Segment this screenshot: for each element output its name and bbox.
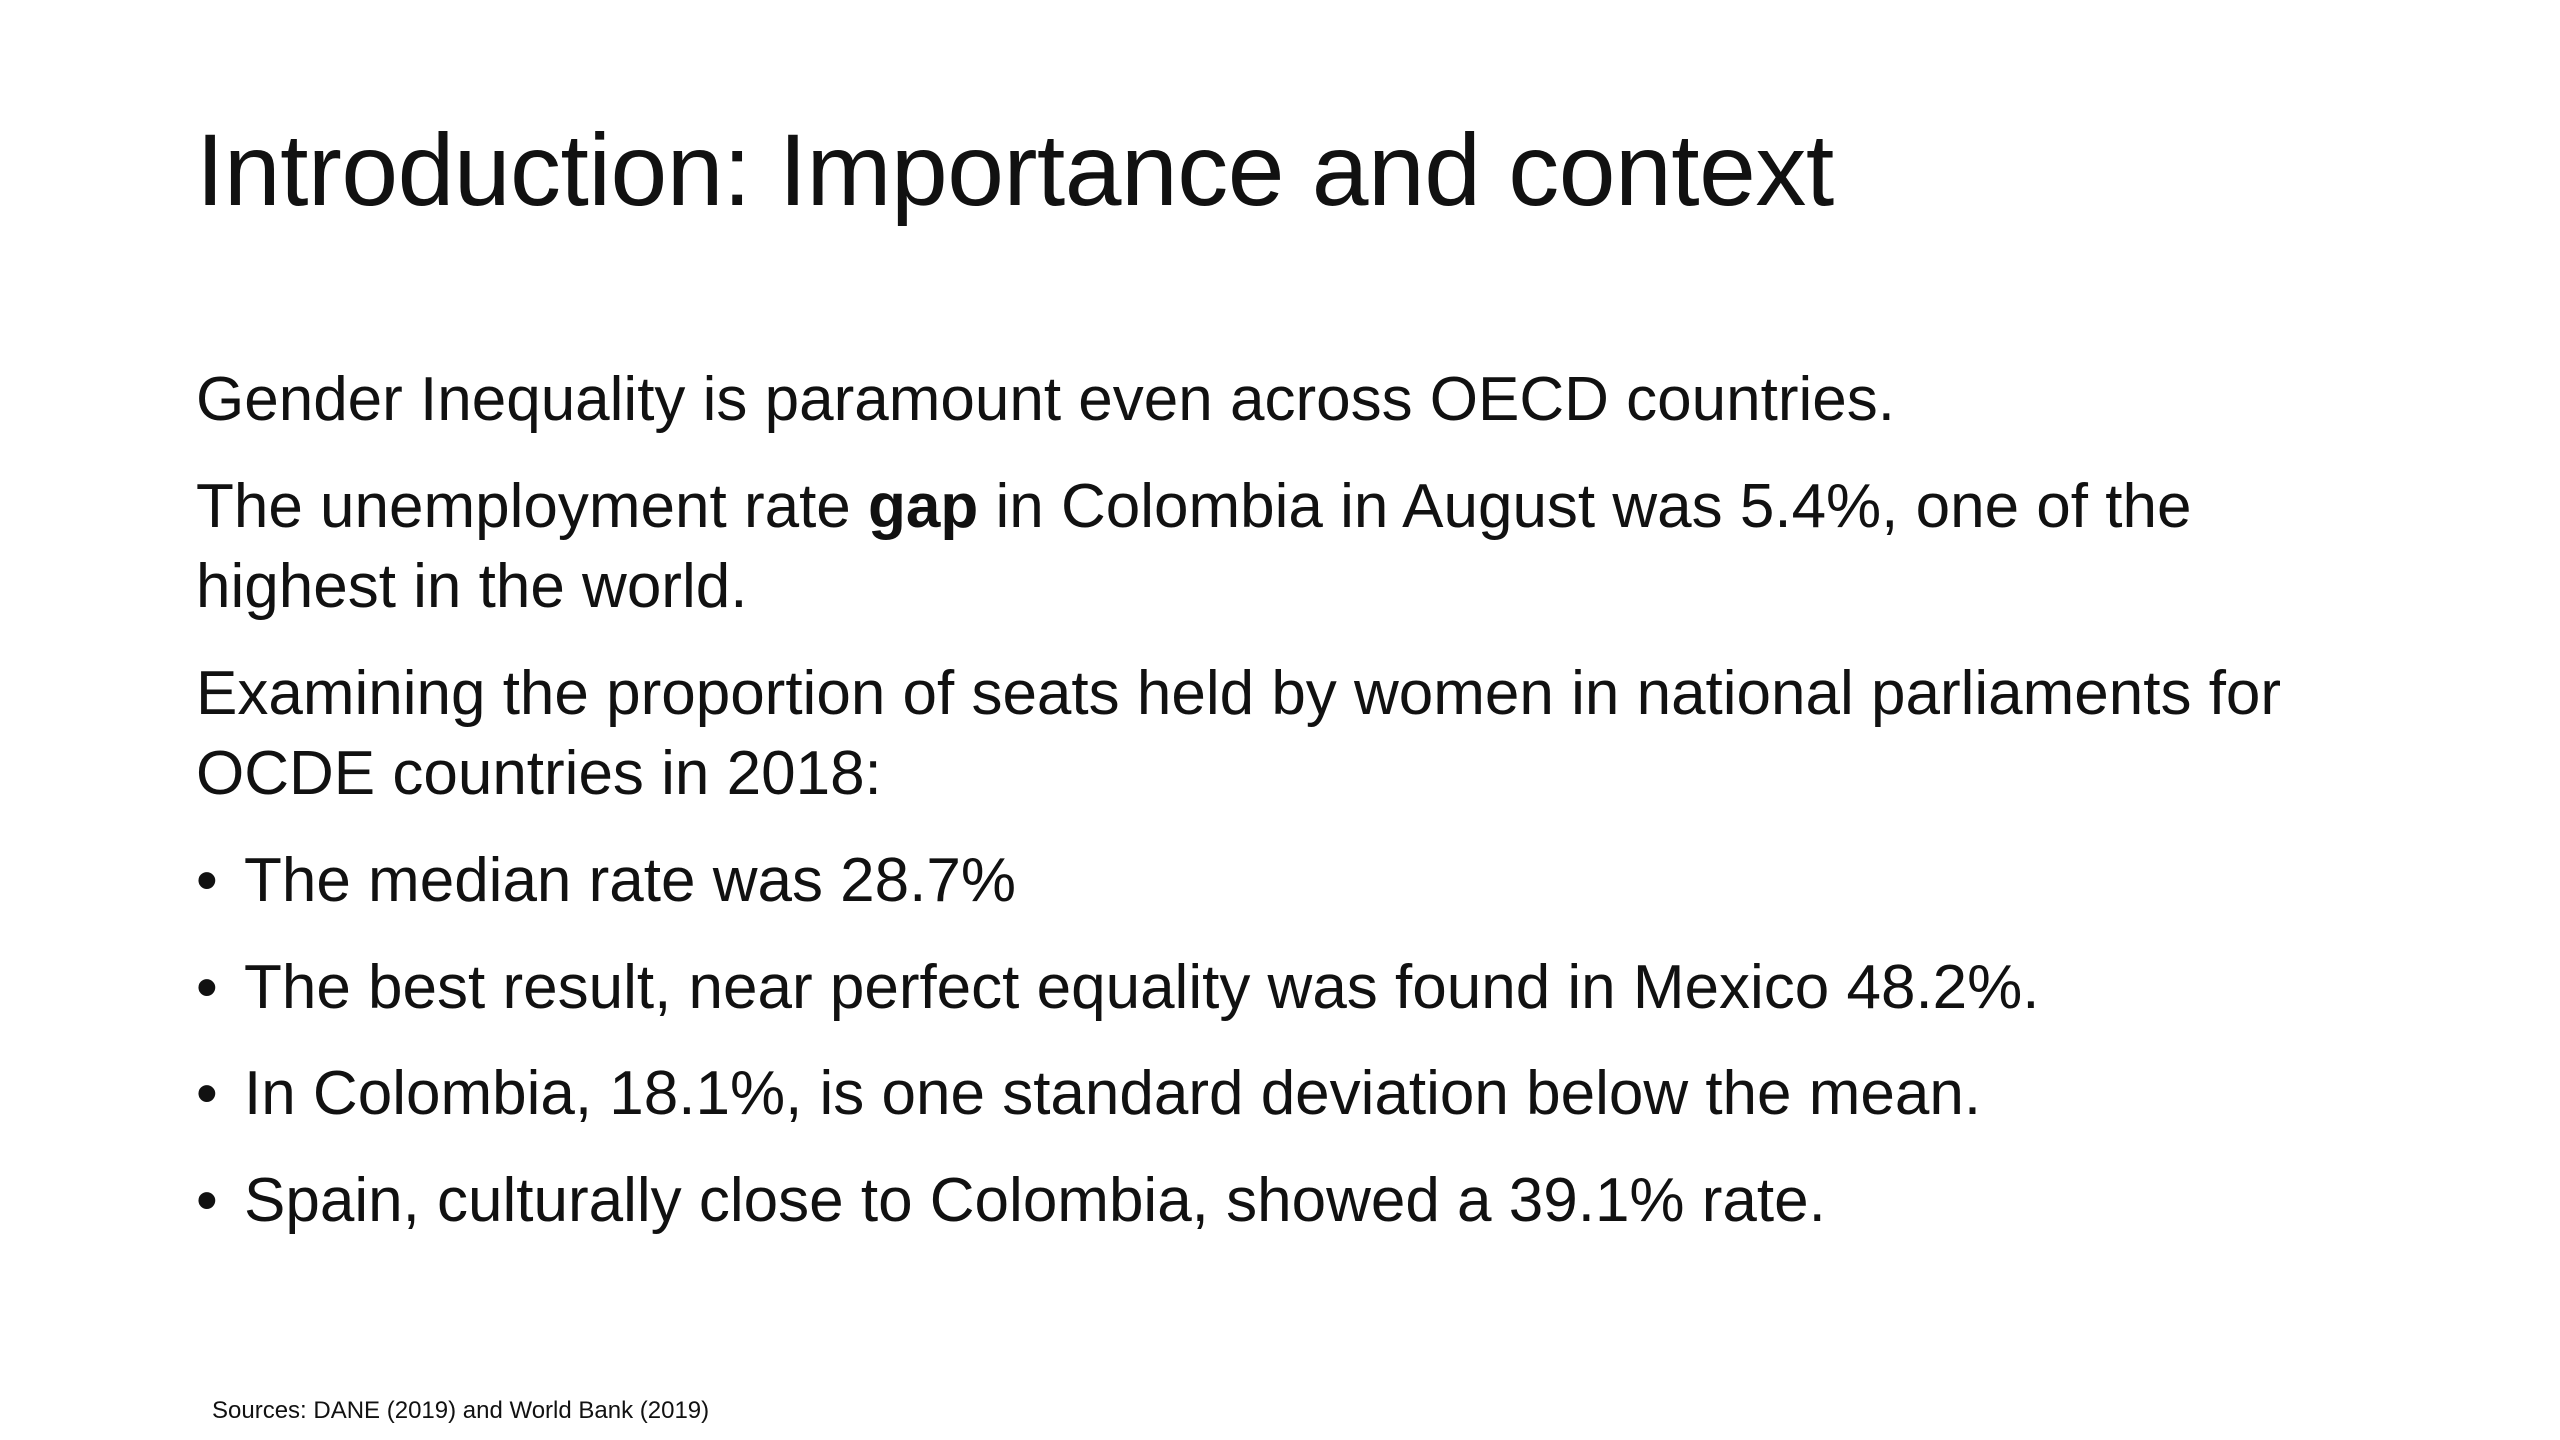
bullet-point-icon: •	[196, 1165, 218, 1235]
bullet-text: The best result, near perfect equality w…	[244, 952, 2040, 1022]
paragraph-parliament-seats: Examining the proportion of seats held b…	[196, 658, 2282, 809]
bullet-text: The median rate was 28.7%	[244, 845, 1016, 915]
bullet-item-colombia: • In Colombia, 18.1%, is one standard de…	[196, 1054, 2396, 1135]
bullet-item-mexico: • The best result, near perfect equality…	[196, 948, 2396, 1029]
slide-body: Gender Inequality is paramount even acro…	[196, 360, 2396, 1267]
sources-footnote: Sources: DANE (2019) and World Bank (201…	[212, 1397, 710, 1424]
paragraph-unemployment-gap-bold: gap	[868, 471, 979, 541]
slide-title: Introduction: Importance and context	[196, 113, 1834, 227]
bullet-text: Spain, culturally close to Colombia, sho…	[244, 1165, 1826, 1235]
paragraph-unemployment-gap-before: The unemployment rate	[196, 471, 869, 541]
bullet-text: In Colombia, 18.1%, is one standard devi…	[244, 1059, 1982, 1129]
paragraph-oecd-inequality: Gender Inequality is paramount even acro…	[196, 365, 1895, 434]
bullet-item-spain: • Spain, culturally close to Colombia, s…	[196, 1161, 2396, 1242]
bullet-point-icon: •	[196, 1059, 218, 1129]
bullet-list: • The median rate was 28.7% • The best r…	[196, 841, 2396, 1241]
bullet-item-median: • The median rate was 28.7%	[196, 841, 2396, 922]
bullet-point-icon: •	[196, 952, 218, 1022]
bullet-point-icon: •	[196, 845, 218, 915]
paragraph-unemployment-gap-after: in Colombia in August was 5.4%, one of t…	[196, 471, 2192, 622]
paragraph-unemployment-gap: The unemployment rate gap in Colombia in…	[196, 467, 2396, 628]
